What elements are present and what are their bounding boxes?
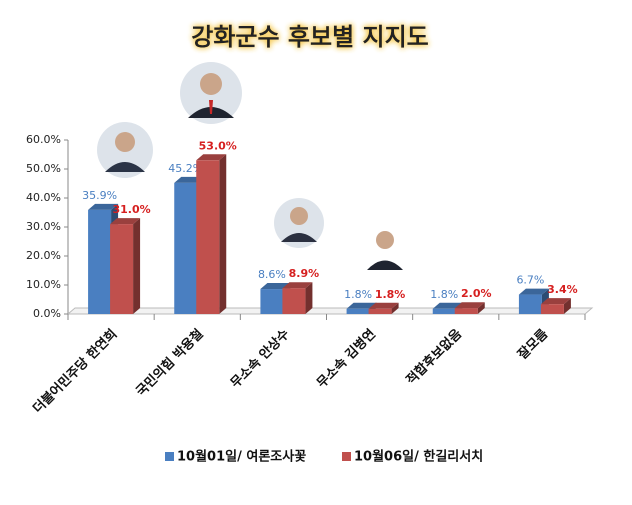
y-tick-label: 40.0% xyxy=(26,191,61,204)
bar xyxy=(432,308,456,314)
bar-top xyxy=(432,302,463,309)
value-label: 1.8% xyxy=(430,288,458,301)
bar-side xyxy=(219,154,227,314)
bar-side xyxy=(477,302,485,314)
bar-top xyxy=(88,203,119,210)
value-label: 8.9% xyxy=(289,267,320,280)
x-tick-label: 잘모름 xyxy=(515,327,551,363)
bar-top xyxy=(282,282,313,289)
x-tick-label: 더불어민주당 한연희 xyxy=(30,326,121,417)
bar-top xyxy=(368,302,399,309)
value-label: 2.0% xyxy=(461,287,492,300)
x-tick-label: 무소속 김병연 xyxy=(314,326,379,391)
value-label: 1.8% xyxy=(344,288,372,301)
bar xyxy=(518,294,542,314)
y-tick-label: 60.0% xyxy=(26,133,61,146)
legend-swatch xyxy=(342,452,351,461)
bar-side xyxy=(391,302,399,314)
avatar xyxy=(360,223,410,273)
value-label: 31.0% xyxy=(112,203,150,216)
value-label: 3.4% xyxy=(547,283,578,296)
bar xyxy=(540,304,564,314)
bar-top xyxy=(196,154,227,161)
value-label: 45.2% xyxy=(168,162,203,175)
y-tick-label: 20.0% xyxy=(26,249,61,262)
value-label: 35.9% xyxy=(82,189,117,202)
bar-top xyxy=(454,302,485,309)
y-tick-label: 0.0% xyxy=(33,307,61,320)
avatar xyxy=(274,198,324,248)
legend-swatch xyxy=(165,452,174,461)
bar xyxy=(88,209,112,314)
bar-top xyxy=(540,298,571,305)
y-tick-label: 10.0% xyxy=(26,278,61,291)
bar xyxy=(110,224,134,314)
value-label: 53.0% xyxy=(199,139,237,152)
value-label: 8.6% xyxy=(258,268,286,281)
bar-top xyxy=(518,288,549,295)
avatars xyxy=(97,62,410,273)
y-tick-label: 30.0% xyxy=(26,220,61,233)
legend-label: 10월06일/ 한길리서치 xyxy=(354,449,483,465)
bar xyxy=(454,308,478,314)
bar-side xyxy=(133,218,141,314)
x-tick-label: 국민의힘 박용철 xyxy=(133,326,207,400)
chart-title: 강화군수 후보별 지지도 xyxy=(191,23,429,51)
x-tick-label: 무소속 안상수 xyxy=(227,326,292,391)
avatar xyxy=(97,122,153,178)
x-tick-label: 적합후보없음 xyxy=(403,326,465,388)
avatar xyxy=(180,62,242,124)
legend-label: 10월01일/ 여론조사꽃 xyxy=(177,449,306,465)
bar-top xyxy=(346,302,377,309)
bar xyxy=(196,160,220,314)
value-label: 6.7% xyxy=(516,274,544,287)
bar-side xyxy=(305,282,313,314)
bar xyxy=(260,289,284,314)
bar xyxy=(368,308,392,314)
bar xyxy=(174,182,198,314)
bar xyxy=(346,308,370,314)
bar-top xyxy=(260,283,291,290)
bar-side xyxy=(563,298,571,314)
bar xyxy=(282,288,306,314)
floor xyxy=(66,307,594,315)
bar-top xyxy=(110,218,141,225)
y-tick-label: 50.0% xyxy=(26,162,61,175)
value-label: 1.8% xyxy=(375,288,406,301)
